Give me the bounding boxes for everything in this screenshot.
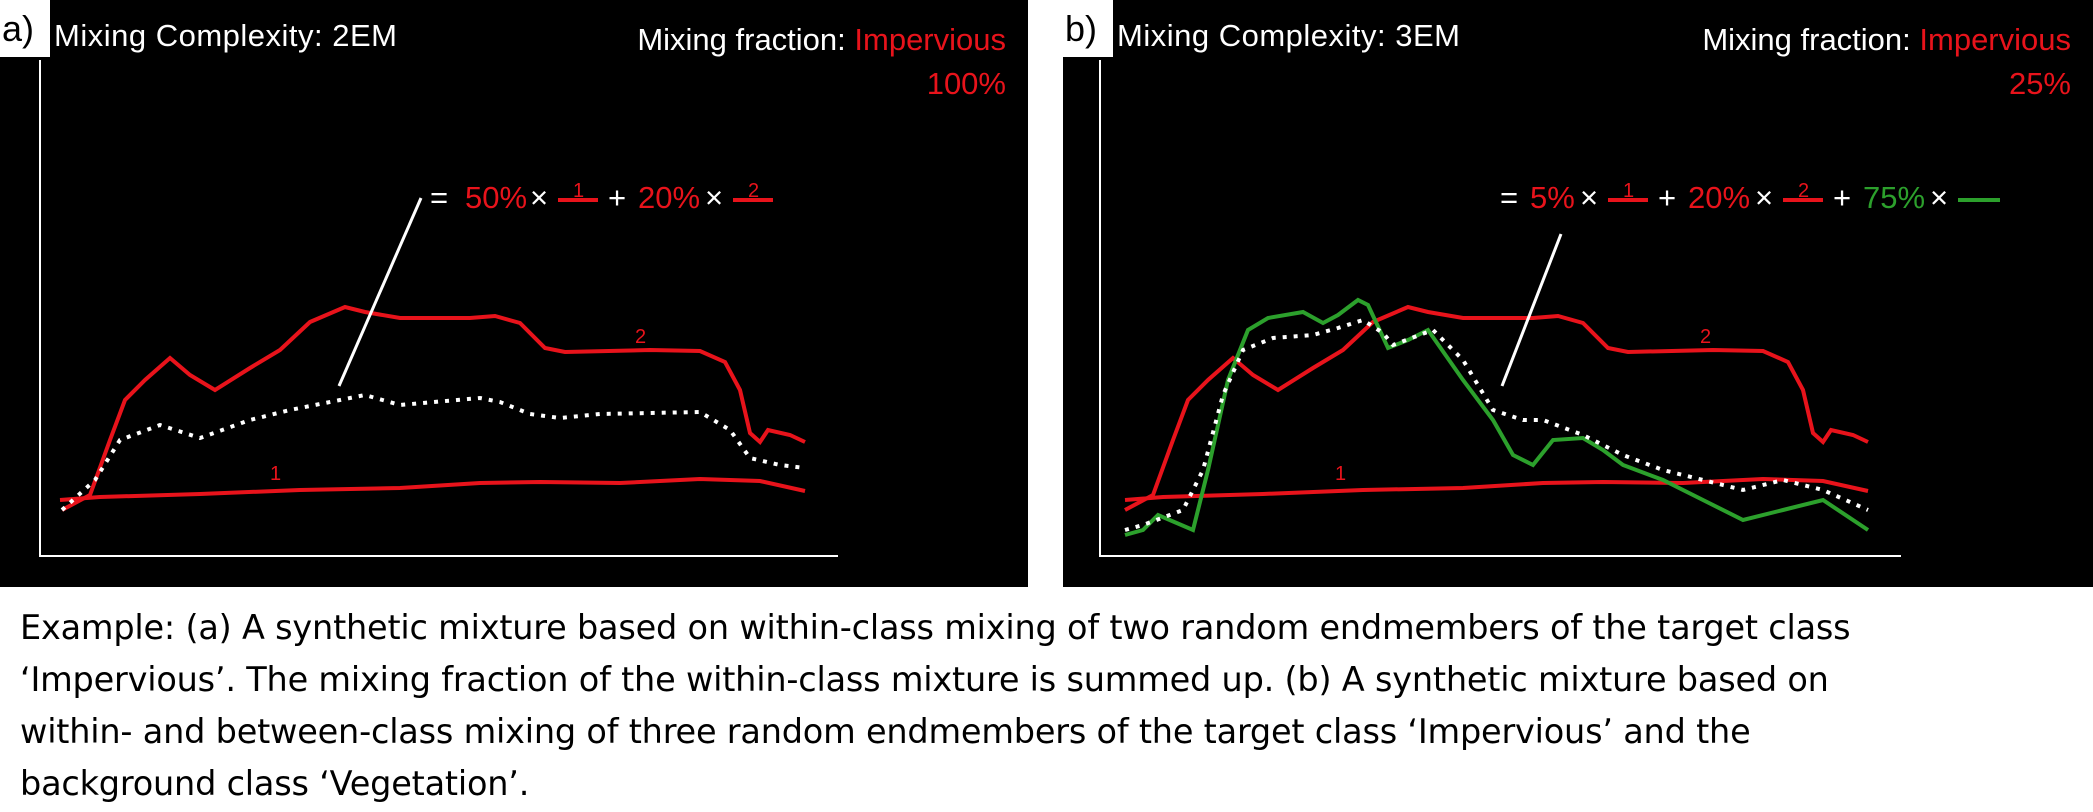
vegetation-curve-b — [1124, 297, 1870, 537]
pointer-line-b — [1500, 233, 1563, 387]
endmember-curve-1-a — [59, 476, 806, 502]
axes-b — [1099, 60, 1901, 557]
endmember-curve-2-b — [1124, 304, 1869, 512]
formula-term2-b: 20% — [1688, 180, 1751, 215]
formula-term1-a: 50% — [465, 180, 528, 215]
curve-label-2-a: 2 — [635, 326, 646, 348]
curve-label-1-b: 1 — [1335, 463, 1346, 485]
formula-b: = 5% × 1 + 20% × 2 + 75% × — [1500, 160, 2060, 220]
formula-eq-a: = — [430, 180, 449, 215]
formula-times1-a: × — [530, 180, 549, 215]
panel-tag-a: a) — [0, 0, 50, 57]
fraction-label-a: Mixing fraction: — [637, 22, 855, 57]
spectra-plot-b: 1 2 — [1099, 60, 1901, 557]
panel-b: 1 2 b) Mixing Complexity: 3EM Mixing fra… — [1063, 0, 2093, 587]
formula-term1-b: 5% — [1530, 180, 1575, 215]
endmember-curve-2-a — [61, 304, 806, 512]
formula-a: = 50% × 1 + 20% × 2 — [430, 160, 790, 220]
spectra-plot-a: 1 2 — [39, 60, 838, 557]
mixing-complexity-b: Mixing Complexity: 3EM — [1117, 18, 1461, 53]
swatch-endmember-2-a — [733, 198, 773, 202]
figure-caption: Example: (a) A synthetic mixture based o… — [20, 602, 2080, 810]
caption-line-3: within- and between-class mixing of thre… — [20, 712, 1751, 751]
swatch-endmember-1-a — [558, 198, 598, 202]
mixture-curve-a — [60, 392, 806, 512]
fraction-label-b: Mixing fraction: — [1702, 22, 1920, 57]
formula-plus2-b: + — [1833, 180, 1852, 215]
formula-plus1-a: + — [608, 180, 627, 215]
formula-times3-b: × — [1930, 180, 1949, 215]
curve-label-1-a: 1 — [270, 463, 281, 485]
formula-plus1-b: + — [1658, 180, 1677, 215]
swatch-vegetation-b — [1958, 198, 2000, 202]
swatch-endmember-2-b — [1783, 198, 1823, 202]
swatch-label-2-a: 2 — [748, 180, 760, 202]
fraction-value-b: 25% — [2008, 66, 2071, 101]
formula-eq-b: = — [1500, 180, 1519, 215]
pointer-line-a — [337, 197, 423, 387]
fraction-class-b: Impervious — [1919, 22, 2071, 57]
panel-tag-b: b) — [1063, 0, 1113, 57]
mixing-fraction-b: Mixing fraction: Impervious 25% — [1702, 18, 2071, 106]
caption-line-2: ‘Impervious’. The mixing fraction of the… — [20, 660, 1829, 699]
formula-term3-b: 75% — [1863, 180, 1926, 215]
fraction-value-a: 100% — [926, 66, 1006, 101]
formula-times2-b: × — [1755, 180, 1774, 215]
caption-line-1: Example: (a) A synthetic mixture based o… — [20, 608, 1851, 647]
curve-label-2-b: 2 — [1700, 326, 1711, 348]
swatch-label-1-a: 1 — [573, 180, 585, 202]
formula-times2-a: × — [705, 180, 724, 215]
endmember-curve-1-b — [1124, 476, 1869, 502]
axes-a — [39, 60, 838, 557]
caption-line-4: background class ‘Vegetation’. — [20, 764, 530, 803]
panel-a: 1 2 a) Mixing Complexity: 2EM Mixing fra… — [0, 0, 1028, 587]
mixing-fraction-a: Mixing fraction: Impervious 100% — [637, 18, 1006, 106]
fraction-class-a: Impervious — [854, 22, 1006, 57]
swatch-label-2-b: 2 — [1798, 180, 1810, 202]
swatch-endmember-1-b — [1608, 198, 1648, 202]
mixing-complexity-a: Mixing Complexity: 2EM — [54, 18, 398, 53]
formula-term2-a: 20% — [638, 180, 701, 215]
swatch-label-1-b: 1 — [1623, 180, 1635, 202]
formula-times1-b: × — [1580, 180, 1599, 215]
